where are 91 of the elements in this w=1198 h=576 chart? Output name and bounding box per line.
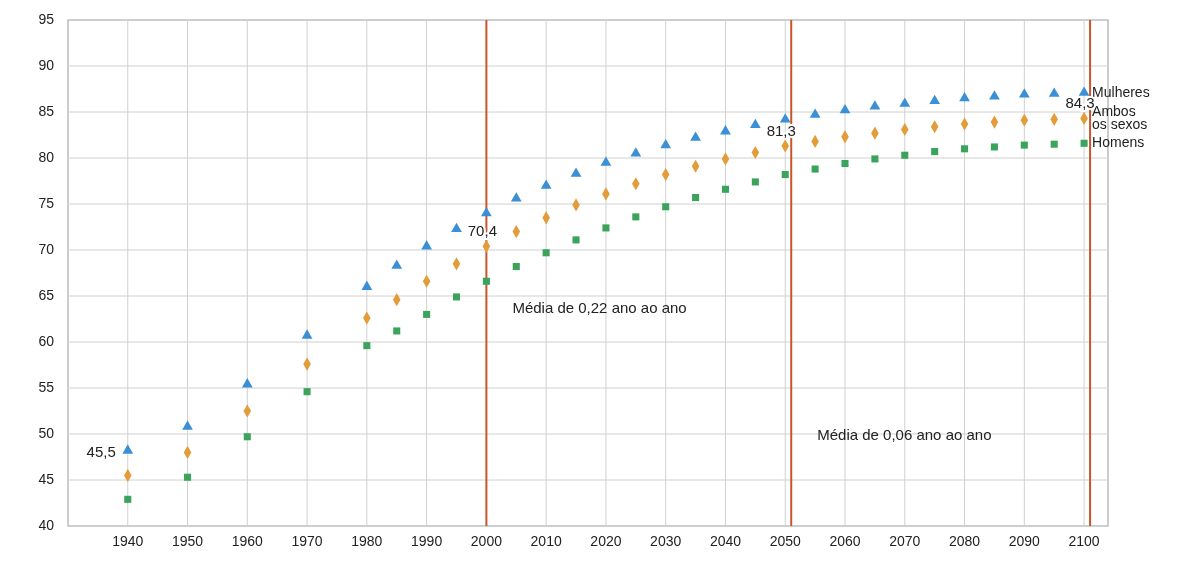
point (391, 259, 403, 269)
point (660, 138, 672, 149)
point (720, 125, 731, 135)
point (749, 118, 761, 128)
point (929, 94, 941, 105)
point (632, 213, 640, 221)
y-tick-label: 65 (38, 286, 55, 303)
point (989, 90, 1000, 100)
point (1080, 139, 1088, 147)
point (692, 194, 700, 202)
point (931, 148, 939, 156)
y-tick-label: 40 (38, 516, 55, 533)
annotation: 45,5 (86, 443, 116, 461)
series-label: Homens (1092, 133, 1145, 150)
annotation: Média de 0,06 ano ao ano (817, 425, 992, 443)
x-tick-label: 2030 (650, 533, 682, 549)
y-tick-label: 55 (38, 378, 55, 395)
point (482, 277, 490, 285)
point (540, 179, 552, 189)
x-tick-label: 2020 (590, 533, 622, 549)
point (452, 293, 461, 301)
x-tick-label: 1980 (351, 533, 383, 549)
point (809, 108, 821, 118)
point (122, 444, 134, 454)
point (871, 155, 879, 163)
x-tick-label: 1970 (291, 533, 323, 549)
point (961, 145, 969, 153)
y-tick-label: 70 (38, 240, 55, 257)
x-tick-label: 1950 (171, 533, 204, 549)
point (182, 420, 193, 430)
point (481, 207, 492, 217)
point (869, 100, 881, 110)
point (1048, 87, 1060, 97)
point (630, 147, 642, 157)
point (124, 495, 132, 503)
point (781, 171, 789, 179)
point (1020, 141, 1028, 149)
y-tick-label: 85 (38, 102, 55, 119)
y-tick-label: 80 (38, 148, 55, 165)
point (510, 192, 522, 202)
point (570, 167, 582, 177)
point (751, 178, 759, 186)
x-tick-label: 1960 (231, 533, 264, 549)
point (839, 103, 851, 114)
y-tick-label: 60 (38, 332, 55, 349)
point (303, 388, 311, 396)
point (841, 159, 849, 168)
point (363, 342, 371, 350)
point (779, 113, 791, 123)
x-tick-label: 2100 (1068, 533, 1100, 549)
point (899, 97, 911, 107)
point (421, 240, 432, 250)
point (451, 222, 462, 232)
x-tick-label: 2040 (709, 533, 742, 549)
point (1078, 86, 1090, 96)
y-tick-label: 45 (38, 470, 55, 487)
point (901, 151, 909, 159)
point (423, 310, 431, 318)
x-tick-label: 1940 (112, 533, 144, 549)
point (1018, 88, 1030, 98)
x-tick-label: 2050 (769, 533, 802, 549)
point (1050, 140, 1058, 148)
x-tick-label: 2000 (470, 533, 503, 549)
x-tick-label: 2070 (889, 533, 921, 549)
point (184, 473, 192, 481)
point (690, 131, 701, 141)
annotation: Média de 0,22 ano ao ano (512, 299, 687, 317)
point (721, 185, 730, 193)
point (243, 433, 251, 441)
point (301, 329, 313, 339)
point (811, 165, 819, 173)
x-tick-label: 1990 (411, 533, 443, 549)
x-tick-label: 2060 (829, 533, 861, 549)
x-tick-label: 2090 (1008, 533, 1041, 549)
point (990, 143, 998, 151)
point (361, 280, 373, 290)
x-tick-label: 2080 (948, 533, 981, 549)
point (602, 224, 610, 232)
point (393, 327, 401, 335)
point (600, 156, 612, 166)
point (241, 378, 253, 388)
point (662, 203, 670, 211)
point (542, 249, 550, 257)
y-tick-label: 90 (38, 56, 55, 73)
point (512, 263, 520, 271)
y-tick-label: 95 (38, 10, 55, 27)
point (572, 236, 580, 244)
x-tick-label: 2010 (530, 533, 562, 549)
point (959, 92, 970, 102)
y-tick-label: 75 (38, 194, 55, 211)
y-tick-label: 50 (38, 424, 55, 441)
